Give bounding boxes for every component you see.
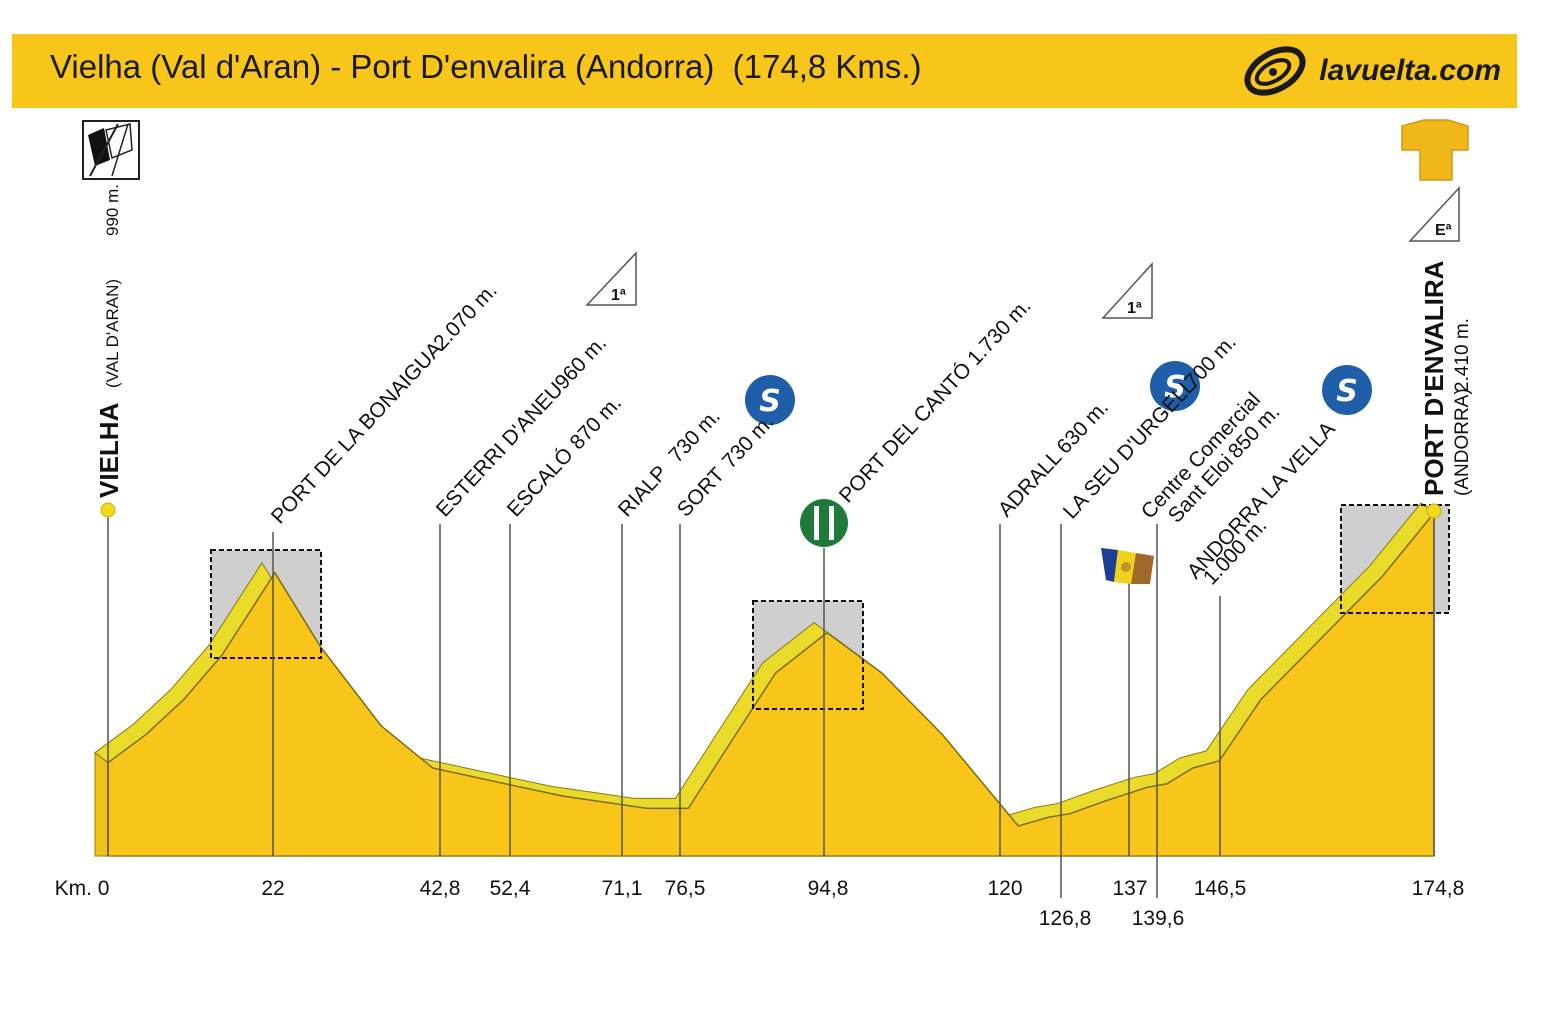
point-name: ESTERRI D'ANEU <box>432 378 568 521</box>
start-label: VIELHA (VAL D'ARAN) 990 m. <box>94 184 124 498</box>
finish-dot <box>1426 503 1442 519</box>
km-label: 146,5 <box>1194 877 1247 900</box>
finish-altitude: 2.410 m. <box>1452 318 1473 392</box>
logo-text: lavuelta.com <box>1319 54 1501 87</box>
point-altitude: 960 m. <box>551 332 612 395</box>
point-name: SORT <box>673 463 729 521</box>
point-altitude: 730 m. <box>718 410 779 473</box>
point-altitude: 870 m. <box>566 391 627 454</box>
point-label: RIALP 730 m. <box>614 405 725 522</box>
feed-zone-icon <box>800 499 848 547</box>
category-label: Eª <box>1435 222 1452 239</box>
km-label: 42,8 <box>420 877 461 900</box>
start-dot <box>100 502 116 518</box>
km-axis: Km. 0 22 42,8 52,4 71,1 76,5 94,8 120 12… <box>55 877 1465 930</box>
km-label: 22 <box>261 877 284 900</box>
category-triangle: Eª <box>1408 186 1460 242</box>
point-name: PORT DE LA BONAIGUA <box>267 337 447 528</box>
profile-side-face <box>94 751 109 857</box>
category-triangle: 1ª <box>1101 262 1153 319</box>
km-label: 139,6 <box>1132 907 1185 930</box>
km-label: 174,8 <box>1412 877 1465 900</box>
start-altitude: 990 m. <box>103 184 122 236</box>
point-name: RIALP <box>614 461 672 521</box>
finish-name: PORT D'ENVALIRA <box>1419 260 1449 496</box>
point-altitude: 630 m. <box>1052 396 1113 459</box>
km-label: 126,8 <box>1039 907 1092 930</box>
sprint-badge: S <box>1150 361 1200 411</box>
stage-title: Vielha (Val d'Aran) - Port D'envalira (A… <box>50 48 922 85</box>
cycling-wheel-icon <box>1244 46 1306 96</box>
sprint-badge: S <box>1322 365 1372 415</box>
point-name: PORT DEL CANTÓ <box>835 358 977 507</box>
point-altitude: 1.730 m. <box>963 294 1036 369</box>
km-label: 71,1 <box>602 877 643 900</box>
climb-box-outline <box>210 549 322 659</box>
category-triangle: 1ª <box>585 251 637 306</box>
km-label: Km. 0 <box>55 877 110 900</box>
km-label: 120 <box>987 877 1022 900</box>
title-banner: Vielha (Val d'Aran) - Port D'envalira (A… <box>12 34 1517 108</box>
category-label: 1ª <box>1127 300 1142 317</box>
km-label: 137 <box>1112 877 1147 900</box>
sprint-letter: S <box>1164 370 1186 405</box>
point-label: PORT DEL CANTÓ 1.730 m. <box>835 294 1036 507</box>
sprint-letter: S <box>759 384 781 419</box>
climb-box-outline <box>1340 504 1450 614</box>
point-altitude: 2.070 m. <box>429 279 502 354</box>
yellow-jersey-icon <box>1401 119 1469 181</box>
checkered-flag-icon <box>82 120 140 180</box>
km-label: 52,4 <box>490 877 531 900</box>
finish-label: PORT D'ENVALIRA <box>1419 260 1449 496</box>
profile-ridge <box>107 512 1435 827</box>
km-label: 94,8 <box>808 877 849 900</box>
point-label: ADRALL 630 m. <box>994 396 1113 522</box>
finish-detail: (ANDORRA) <box>1452 388 1473 496</box>
category-label: 1ª <box>611 287 626 304</box>
point-altitude: 700 m. <box>1180 331 1241 394</box>
sprint-letter: S <box>1336 374 1358 409</box>
andorra-flag-icon <box>1101 548 1154 584</box>
km-label: 76,5 <box>665 877 706 900</box>
lavuelta-logo: lavuelta.com <box>1235 44 1501 98</box>
point-name: ESCALÓ <box>503 443 578 521</box>
start-name: VIELHA <box>94 402 124 498</box>
climb-box-outline <box>752 600 864 710</box>
start-detail: (VAL D'ARAN) <box>103 279 122 388</box>
finish-detail-label: (ANDORRA) 2.410 m. <box>1452 318 1473 496</box>
sprint-badge: S <box>745 375 795 425</box>
point-altitude: 730 m. <box>664 405 725 468</box>
point-name: ADRALL <box>994 446 1067 521</box>
